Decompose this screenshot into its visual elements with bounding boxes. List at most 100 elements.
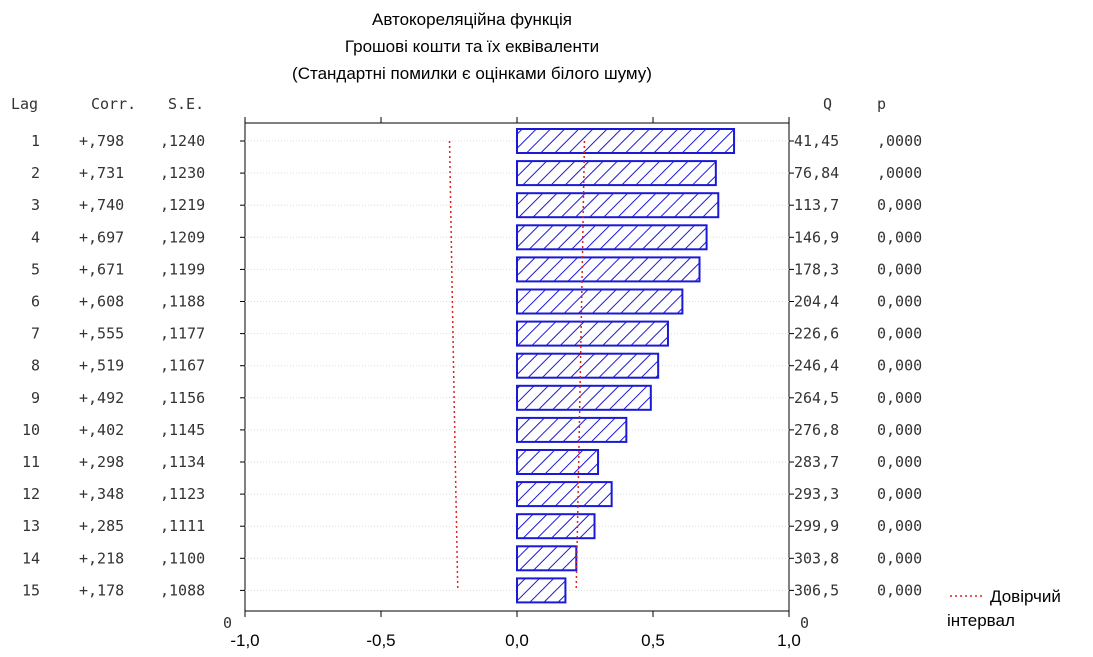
corr-label: +,697 bbox=[79, 228, 124, 246]
header-p: p bbox=[877, 95, 886, 113]
acf-bar bbox=[516, 545, 578, 572]
se-label: ,1134 bbox=[160, 453, 205, 471]
corr-label: +,608 bbox=[79, 293, 124, 311]
lag-label: 13 bbox=[22, 517, 40, 535]
se-label: ,1145 bbox=[160, 421, 205, 439]
header-corr: Corr. bbox=[91, 95, 136, 113]
lag-label: 2 bbox=[31, 164, 40, 182]
bottom-left-zero: 0 bbox=[223, 614, 232, 632]
q-label: 246,4 bbox=[794, 357, 839, 375]
corr-label: +,402 bbox=[79, 421, 124, 439]
se-label: ,1199 bbox=[160, 260, 205, 278]
p-label: ,0000 bbox=[877, 164, 922, 182]
header-q: Q bbox=[823, 95, 832, 113]
chart-title-line-1: Автокореляційна функція bbox=[372, 10, 572, 29]
q-label: 306,5 bbox=[794, 581, 839, 599]
q-label: 303,8 bbox=[794, 549, 839, 567]
corr-label: +,798 bbox=[79, 132, 124, 150]
x-tick-label: -0,5 bbox=[366, 631, 395, 650]
p-label: 0,000 bbox=[877, 549, 922, 567]
q-label: 293,3 bbox=[794, 485, 839, 503]
corr-label: +,740 bbox=[79, 196, 124, 214]
q-label: 204,4 bbox=[794, 293, 839, 311]
p-label: 0,000 bbox=[877, 581, 922, 599]
acf-bar bbox=[516, 256, 701, 283]
lag-label: 9 bbox=[31, 389, 40, 407]
q-label: 178,3 bbox=[794, 260, 839, 278]
p-label: 0,000 bbox=[877, 196, 922, 214]
se-label: ,1088 bbox=[160, 581, 205, 599]
legend-label-line-2: інтервал bbox=[947, 611, 1015, 630]
x-tick-label: 1,0 bbox=[777, 631, 801, 650]
se-label: ,1156 bbox=[160, 389, 205, 407]
acf-bar bbox=[516, 384, 652, 411]
legend-label-line-1: Довірчий bbox=[990, 587, 1061, 606]
chart-title-line-3: (Стандартні помилки є оцінками білого шу… bbox=[292, 64, 652, 83]
q-label: 146,9 bbox=[794, 228, 839, 246]
corr-label: +,492 bbox=[79, 389, 124, 407]
q-label: 264,5 bbox=[794, 389, 839, 407]
p-label: 0,000 bbox=[877, 325, 922, 343]
corr-label: +,178 bbox=[79, 581, 124, 599]
q-label: 276,8 bbox=[794, 421, 839, 439]
lag-label: 15 bbox=[22, 581, 40, 599]
lag-label: 4 bbox=[31, 228, 40, 246]
p-label: 0,000 bbox=[877, 453, 922, 471]
p-label: 0,000 bbox=[877, 421, 922, 439]
q-label: 226,6 bbox=[794, 325, 839, 343]
acf-bar bbox=[516, 160, 717, 187]
lag-label: 8 bbox=[31, 357, 40, 375]
lag-label: 12 bbox=[22, 485, 40, 503]
x-tick-label: -1,0 bbox=[230, 631, 259, 650]
se-label: ,1177 bbox=[160, 325, 205, 343]
se-label: ,1209 bbox=[160, 228, 205, 246]
se-label: ,1188 bbox=[160, 293, 205, 311]
acf-bar bbox=[516, 288, 684, 315]
lag-label: 5 bbox=[31, 260, 40, 278]
lag-label: 1 bbox=[31, 132, 40, 150]
p-label: 0,000 bbox=[877, 293, 922, 311]
se-label: ,1167 bbox=[160, 357, 205, 375]
x-axis: -1,0 -0,5 0,0 0,5 1,0 bbox=[230, 117, 801, 650]
corr-label: +,285 bbox=[79, 517, 124, 535]
row-labels-layer: 1 +,798 ,1240 41,45 ,0000 2 +,731 ,1230 76,84 ,00… bbox=[22, 132, 922, 599]
se-label: ,1219 bbox=[160, 196, 205, 214]
p-label: 0,000 bbox=[877, 517, 922, 535]
lag-label: 11 bbox=[22, 453, 40, 471]
corr-label: +,555 bbox=[79, 325, 124, 343]
x-tick-label: 0,0 bbox=[505, 631, 529, 650]
q-label: 283,7 bbox=[794, 453, 839, 471]
lower-confidence-line bbox=[448, 140, 459, 591]
acf-bar bbox=[516, 481, 613, 508]
header-se: S.E. bbox=[168, 95, 204, 113]
q-label: 299,9 bbox=[794, 517, 839, 535]
corr-label: +,218 bbox=[79, 549, 124, 567]
p-label: 0,000 bbox=[877, 228, 922, 246]
se-label: ,1123 bbox=[160, 485, 205, 503]
acf-bar bbox=[516, 128, 736, 154]
se-label: ,1100 bbox=[160, 549, 205, 567]
x-tick-label: 0,5 bbox=[641, 631, 665, 650]
acf-bar bbox=[516, 513, 596, 540]
chart-title-line-2: Грошові кошти та їх еквіваленти bbox=[345, 37, 599, 56]
se-label: ,1240 bbox=[160, 132, 205, 150]
se-label: ,1111 bbox=[160, 517, 205, 535]
p-label: 0,000 bbox=[877, 357, 922, 375]
corr-label: +,731 bbox=[79, 164, 124, 182]
legend: Довірчий інтервал bbox=[947, 587, 1061, 630]
acf-bar bbox=[516, 192, 720, 219]
header-lag: Lag bbox=[11, 95, 38, 113]
acf-bar bbox=[516, 224, 708, 251]
q-label: 41,45 bbox=[794, 132, 839, 150]
bottom-right-zero: 0 bbox=[800, 614, 809, 632]
lag-label: 7 bbox=[31, 325, 40, 343]
lag-label: 6 bbox=[31, 293, 40, 311]
se-label: ,1230 bbox=[160, 164, 205, 182]
p-label: 0,000 bbox=[877, 260, 922, 278]
corr-label: +,348 bbox=[79, 485, 124, 503]
acf-bar bbox=[516, 577, 567, 604]
lag-label: 14 bbox=[22, 549, 40, 567]
acf-bar bbox=[516, 416, 628, 443]
p-label: 0,000 bbox=[877, 485, 922, 503]
